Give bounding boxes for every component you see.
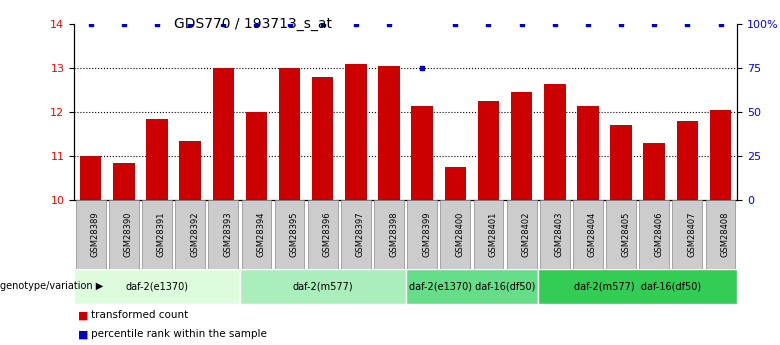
Point	[681, 21, 693, 27]
Bar	[109, 200, 139, 269]
Bar	[76, 200, 105, 269]
Point	[383, 21, 395, 27]
Bar	[706, 200, 736, 269]
Text: ■: ■	[78, 310, 88, 321]
Bar	[179, 141, 201, 200]
Point	[184, 21, 197, 27]
Bar	[538, 269, 737, 304]
Bar	[507, 200, 537, 269]
Text: daf-2(m577): daf-2(m577)	[292, 282, 353, 291]
Text: GSM28407: GSM28407	[687, 212, 697, 257]
Bar	[74, 269, 240, 304]
Bar	[146, 119, 168, 200]
Bar	[577, 106, 599, 200]
Text: ■: ■	[78, 329, 88, 339]
Point	[84, 21, 97, 27]
Text: GSM28390: GSM28390	[124, 212, 133, 257]
Bar	[275, 200, 304, 269]
Bar	[644, 143, 665, 200]
Bar	[212, 68, 234, 200]
Bar	[378, 66, 400, 200]
Point	[648, 21, 661, 27]
Bar	[441, 200, 470, 269]
Text: GSM28392: GSM28392	[190, 212, 199, 257]
Text: GSM28408: GSM28408	[721, 212, 729, 257]
Bar	[477, 101, 499, 200]
Text: GSM28405: GSM28405	[621, 212, 630, 257]
Bar	[511, 92, 533, 200]
Bar	[445, 167, 466, 200]
Point	[548, 21, 561, 27]
Text: GSM28394: GSM28394	[257, 212, 265, 257]
Point	[416, 66, 428, 71]
Text: GSM28404: GSM28404	[588, 212, 597, 257]
Text: GSM28397: GSM28397	[356, 212, 365, 257]
Bar	[239, 269, 406, 304]
Point	[283, 21, 296, 27]
Bar	[312, 77, 334, 200]
Bar	[406, 269, 538, 304]
Point	[615, 21, 627, 27]
Text: GSM28398: GSM28398	[389, 212, 398, 257]
Bar	[473, 200, 503, 269]
Text: percentile rank within the sample: percentile rank within the sample	[91, 329, 267, 339]
Bar	[176, 200, 205, 269]
Bar	[242, 200, 271, 269]
Text: GSM28391: GSM28391	[157, 212, 166, 257]
Bar	[374, 200, 404, 269]
Point	[349, 21, 362, 27]
Bar	[676, 121, 698, 200]
Point	[582, 21, 594, 27]
Text: GDS770 / 193713_s_at: GDS770 / 193713_s_at	[173, 17, 332, 31]
Bar	[113, 163, 135, 200]
Text: GSM28393: GSM28393	[223, 212, 232, 257]
Bar	[411, 106, 433, 200]
Point	[151, 21, 163, 27]
Point	[250, 21, 263, 27]
Text: GSM28401: GSM28401	[488, 212, 498, 257]
Point	[516, 21, 528, 27]
Bar	[672, 200, 702, 269]
Text: daf-2(e1370) daf-16(df50): daf-2(e1370) daf-16(df50)	[409, 282, 535, 291]
Text: GSM28403: GSM28403	[555, 212, 564, 257]
Point	[449, 21, 462, 27]
Text: daf-2(e1370): daf-2(e1370)	[126, 282, 189, 291]
Text: daf-2(m577)  daf-16(df50): daf-2(m577) daf-16(df50)	[574, 282, 701, 291]
Text: GSM28395: GSM28395	[289, 212, 299, 257]
Bar	[606, 200, 636, 269]
Bar	[407, 200, 437, 269]
Point	[317, 21, 329, 27]
Point	[118, 21, 130, 27]
Point	[217, 21, 229, 27]
Text: GSM28406: GSM28406	[654, 212, 663, 257]
Text: GSM28396: GSM28396	[323, 212, 331, 257]
Bar	[246, 112, 268, 200]
Text: GSM28402: GSM28402	[522, 212, 530, 257]
Bar	[345, 64, 367, 200]
Bar	[80, 156, 101, 200]
Bar	[573, 200, 603, 269]
Bar	[640, 200, 669, 269]
Text: GSM28400: GSM28400	[456, 212, 464, 257]
Bar	[710, 110, 732, 200]
Point	[714, 21, 727, 27]
Bar	[540, 200, 569, 269]
Point	[482, 21, 495, 27]
Bar	[341, 200, 370, 269]
Bar	[142, 200, 172, 269]
Bar	[278, 68, 300, 200]
Bar	[544, 83, 566, 200]
Bar	[610, 125, 632, 200]
Text: transformed count: transformed count	[91, 310, 189, 321]
Bar	[308, 200, 338, 269]
Text: genotype/variation ▶: genotype/variation ▶	[0, 282, 103, 291]
Text: GSM28399: GSM28399	[422, 212, 431, 257]
Text: GSM28389: GSM28389	[90, 212, 100, 257]
Bar	[208, 200, 238, 269]
